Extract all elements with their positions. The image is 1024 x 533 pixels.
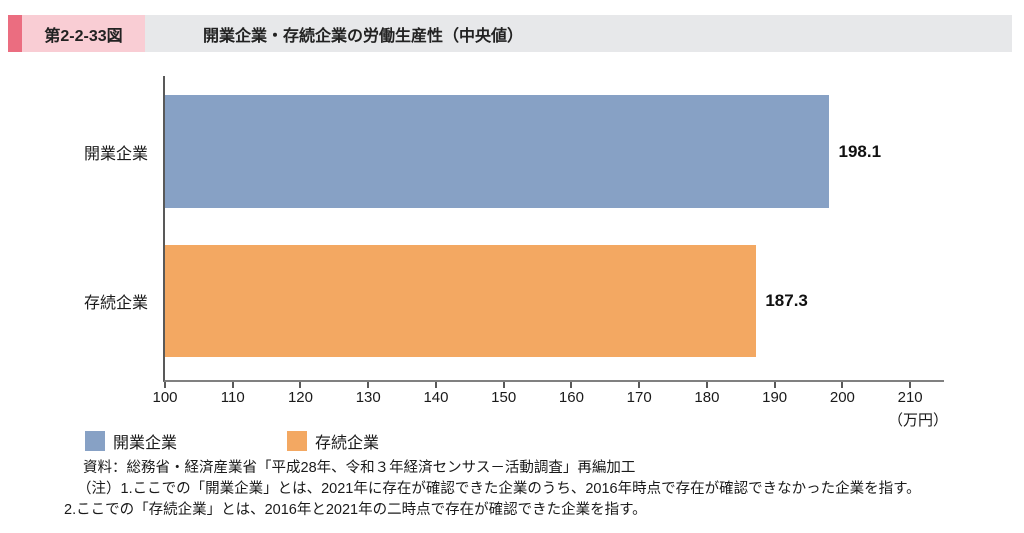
tick-mark	[773, 382, 776, 388]
tick-label: 180	[694, 389, 720, 406]
tick-mark	[434, 382, 437, 388]
tick-mark	[367, 382, 370, 388]
value-label: 198.1	[838, 141, 882, 161]
bar-row: 存続企業 187.3	[84, 245, 944, 357]
tick-label: 130	[355, 389, 381, 406]
category-label: 存続企業	[83, 295, 148, 312]
note-line-2: 2.ここでの「存続企業」とは、2016年と2021年の二時点で存在が確認できた企…	[64, 502, 647, 518]
tick-mark	[502, 382, 505, 388]
tick-label: 170	[626, 389, 652, 406]
source-note: 資料：総務省・経済産業省「平成28年、令和３年経済センサス－活動調査」再編加工	[83, 460, 636, 476]
legend-item: 存続企業	[287, 429, 379, 453]
note-line-1: （注）1.ここでの「開業企業」とは、2021年に存在が確認できた企業のうち、20…	[77, 481, 921, 497]
tick-label: 140	[423, 389, 449, 406]
legend-label: 存続企業	[315, 435, 380, 452]
tick-mark	[231, 382, 234, 388]
bar-opening-companies	[165, 95, 830, 208]
tick-label: 120	[287, 389, 313, 406]
tick-label: 190	[762, 389, 788, 406]
tick-mark	[299, 382, 302, 388]
x-axis: （万円） 100 110 120 130 140 150 160 170 180 190 200 21…	[152, 380, 948, 432]
footer-notes: 資料：総務省・経済産業省「平成28年、令和３年経済センサス－活動調査」再編加工 …	[0, 458, 1024, 521]
bar-row: 開業企業 198.1	[84, 95, 944, 208]
bar-surviving-companies	[165, 245, 757, 357]
legend-item: 開業企業	[85, 429, 177, 453]
legend: 開業企業 存続企業	[85, 429, 379, 453]
tick-label: 110	[220, 389, 245, 406]
tick-label: 200	[829, 389, 855, 406]
tick-mark	[841, 382, 844, 388]
legend-label: 開業企業	[113, 435, 178, 452]
value-label: 187.3	[765, 291, 808, 310]
tick-label: 210	[897, 389, 923, 406]
category-label: 開業企業	[83, 145, 148, 163]
tick-mark	[705, 382, 708, 388]
header-accent-bar	[8, 15, 22, 52]
tick-mark	[909, 382, 912, 388]
tick-label: 100	[152, 389, 178, 406]
legend-swatch	[85, 431, 105, 451]
tick-mark	[164, 382, 166, 388]
figure-header: 第2-2-33図 開業企業・存続企業の労働生産性（中央値）	[8, 15, 1012, 52]
tick-label: 150	[491, 389, 517, 406]
figure-number: 第2-2-33図	[22, 15, 145, 52]
plot-area: 開業企業 198.1 存続企業 187.3 （万円） 100 110 120 130 1…	[84, 76, 948, 429]
figure-title: 開業企業・存続企業の労働生産性（中央値）	[145, 15, 1012, 52]
axis-unit-label: （万円）	[887, 412, 948, 429]
tick-mark	[570, 382, 573, 388]
tick-label: 160	[558, 389, 584, 406]
tick-mark	[638, 382, 641, 388]
legend-swatch	[287, 431, 308, 451]
